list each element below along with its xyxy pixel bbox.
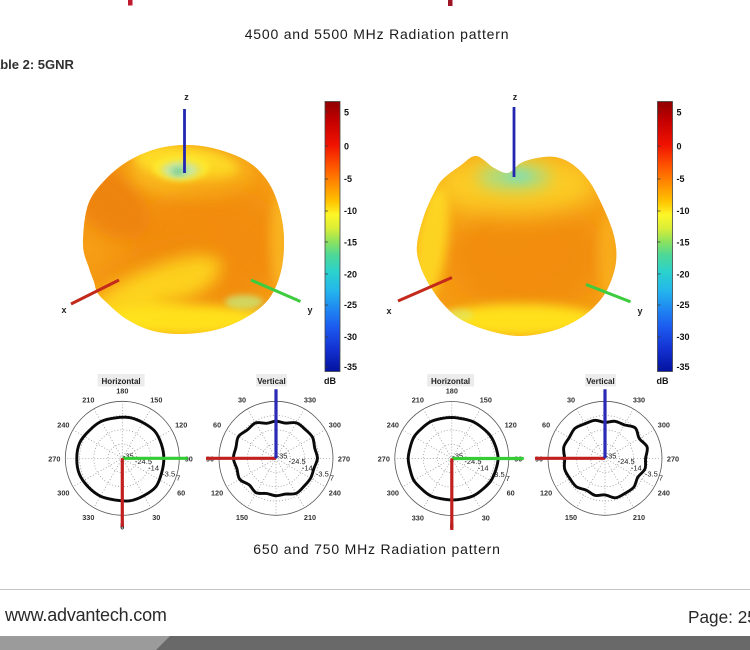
svg-text:210: 210 — [82, 395, 94, 404]
svg-text:30: 30 — [238, 395, 246, 404]
svg-text:-35: -35 — [123, 452, 134, 461]
svg-text:240: 240 — [329, 488, 341, 497]
svg-text:y: y — [637, 306, 642, 316]
svg-text:120: 120 — [540, 488, 552, 497]
svg-text:-24.5: -24.5 — [464, 457, 481, 466]
svg-text:x: x — [386, 306, 391, 316]
svg-text:-24.5: -24.5 — [289, 457, 306, 466]
svg-text:-5: -5 — [344, 174, 352, 184]
svg-text:240: 240 — [57, 420, 69, 429]
svg-text:330: 330 — [82, 513, 94, 522]
svg-text:150: 150 — [480, 396, 492, 405]
svg-text:Vertical: Vertical — [257, 377, 285, 386]
svg-text:dB: dB — [657, 376, 669, 386]
svg-text:-24.5: -24.5 — [618, 457, 635, 466]
svg-text:120: 120 — [505, 421, 517, 430]
svg-text:Horizontal: Horizontal — [102, 377, 141, 386]
svg-text:300: 300 — [658, 420, 670, 429]
svg-text:z: z — [184, 92, 189, 102]
svg-text:x: x — [61, 305, 66, 315]
svg-text:Horizontal: Horizontal — [431, 377, 470, 386]
svg-text:330: 330 — [304, 395, 316, 404]
svg-text:-25: -25 — [344, 300, 357, 310]
svg-text:-20: -20 — [344, 270, 357, 280]
svg-text:60: 60 — [213, 420, 221, 429]
svg-text:330: 330 — [412, 513, 424, 522]
svg-text:0: 0 — [677, 142, 682, 152]
svg-text:-35: -35 — [277, 452, 288, 461]
svg-text:30: 30 — [482, 513, 490, 522]
svg-text:180: 180 — [446, 387, 458, 396]
svg-text:-20: -20 — [677, 270, 690, 280]
svg-text:210: 210 — [633, 513, 645, 522]
svg-text:30: 30 — [567, 395, 575, 404]
svg-text:120: 120 — [175, 420, 187, 429]
svg-text:-15: -15 — [344, 238, 357, 248]
svg-text:-35: -35 — [452, 452, 463, 461]
svg-text:y: y — [307, 305, 312, 315]
svg-text:dB: dB — [324, 376, 336, 386]
svg-text:5: 5 — [677, 108, 682, 118]
svg-text:7: 7 — [659, 474, 663, 483]
svg-text:-10: -10 — [677, 206, 690, 216]
svg-text:-10: -10 — [344, 206, 357, 216]
svg-text:240: 240 — [387, 421, 399, 430]
svg-text:-35: -35 — [344, 362, 357, 372]
svg-text:60: 60 — [177, 488, 185, 497]
svg-text:300: 300 — [57, 488, 69, 497]
svg-text:270: 270 — [667, 454, 679, 463]
svg-text:-15: -15 — [677, 238, 690, 248]
svg-text:60: 60 — [507, 489, 515, 498]
svg-text:-30: -30 — [344, 332, 357, 342]
svg-text:180: 180 — [116, 386, 128, 395]
svg-text:7: 7 — [330, 474, 334, 483]
svg-text:210: 210 — [412, 396, 424, 405]
svg-text:-35: -35 — [677, 362, 690, 372]
svg-text:7: 7 — [176, 474, 180, 483]
svg-text:210: 210 — [304, 513, 316, 522]
svg-text:-24.5: -24.5 — [135, 457, 152, 466]
svg-text:330: 330 — [633, 395, 645, 404]
svg-text:-5: -5 — [677, 174, 685, 184]
svg-text:150: 150 — [236, 513, 248, 522]
svg-text:120: 120 — [211, 488, 223, 497]
svg-text:300: 300 — [387, 489, 399, 498]
svg-text:-3.5: -3.5 — [492, 470, 505, 479]
svg-text:240: 240 — [658, 488, 670, 497]
svg-text:-30: -30 — [677, 332, 690, 342]
svg-text:270: 270 — [338, 454, 350, 463]
svg-text:-3.5: -3.5 — [162, 470, 175, 479]
svg-text:-3.5: -3.5 — [645, 470, 658, 479]
svg-text:270: 270 — [48, 454, 60, 463]
svg-text:-14: -14 — [478, 464, 489, 473]
svg-text:z: z — [513, 92, 518, 102]
svg-text:30: 30 — [152, 513, 160, 522]
svg-text:-14: -14 — [302, 463, 313, 472]
svg-text:7: 7 — [506, 474, 510, 483]
svg-text:0: 0 — [344, 142, 349, 152]
svg-text:Vertical: Vertical — [586, 377, 614, 386]
svg-text:90: 90 — [185, 454, 193, 463]
svg-text:-14: -14 — [148, 463, 159, 472]
svg-text:150: 150 — [565, 513, 577, 522]
svg-text:5: 5 — [344, 108, 349, 118]
svg-text:-14: -14 — [631, 463, 642, 472]
svg-text:-35: -35 — [606, 452, 617, 461]
svg-text:270: 270 — [378, 455, 390, 464]
svg-text:-25: -25 — [677, 300, 690, 310]
svg-text:-3.5: -3.5 — [316, 470, 329, 479]
svg-text:300: 300 — [329, 420, 341, 429]
svg-text:150: 150 — [150, 395, 162, 404]
svg-text:60: 60 — [542, 420, 550, 429]
